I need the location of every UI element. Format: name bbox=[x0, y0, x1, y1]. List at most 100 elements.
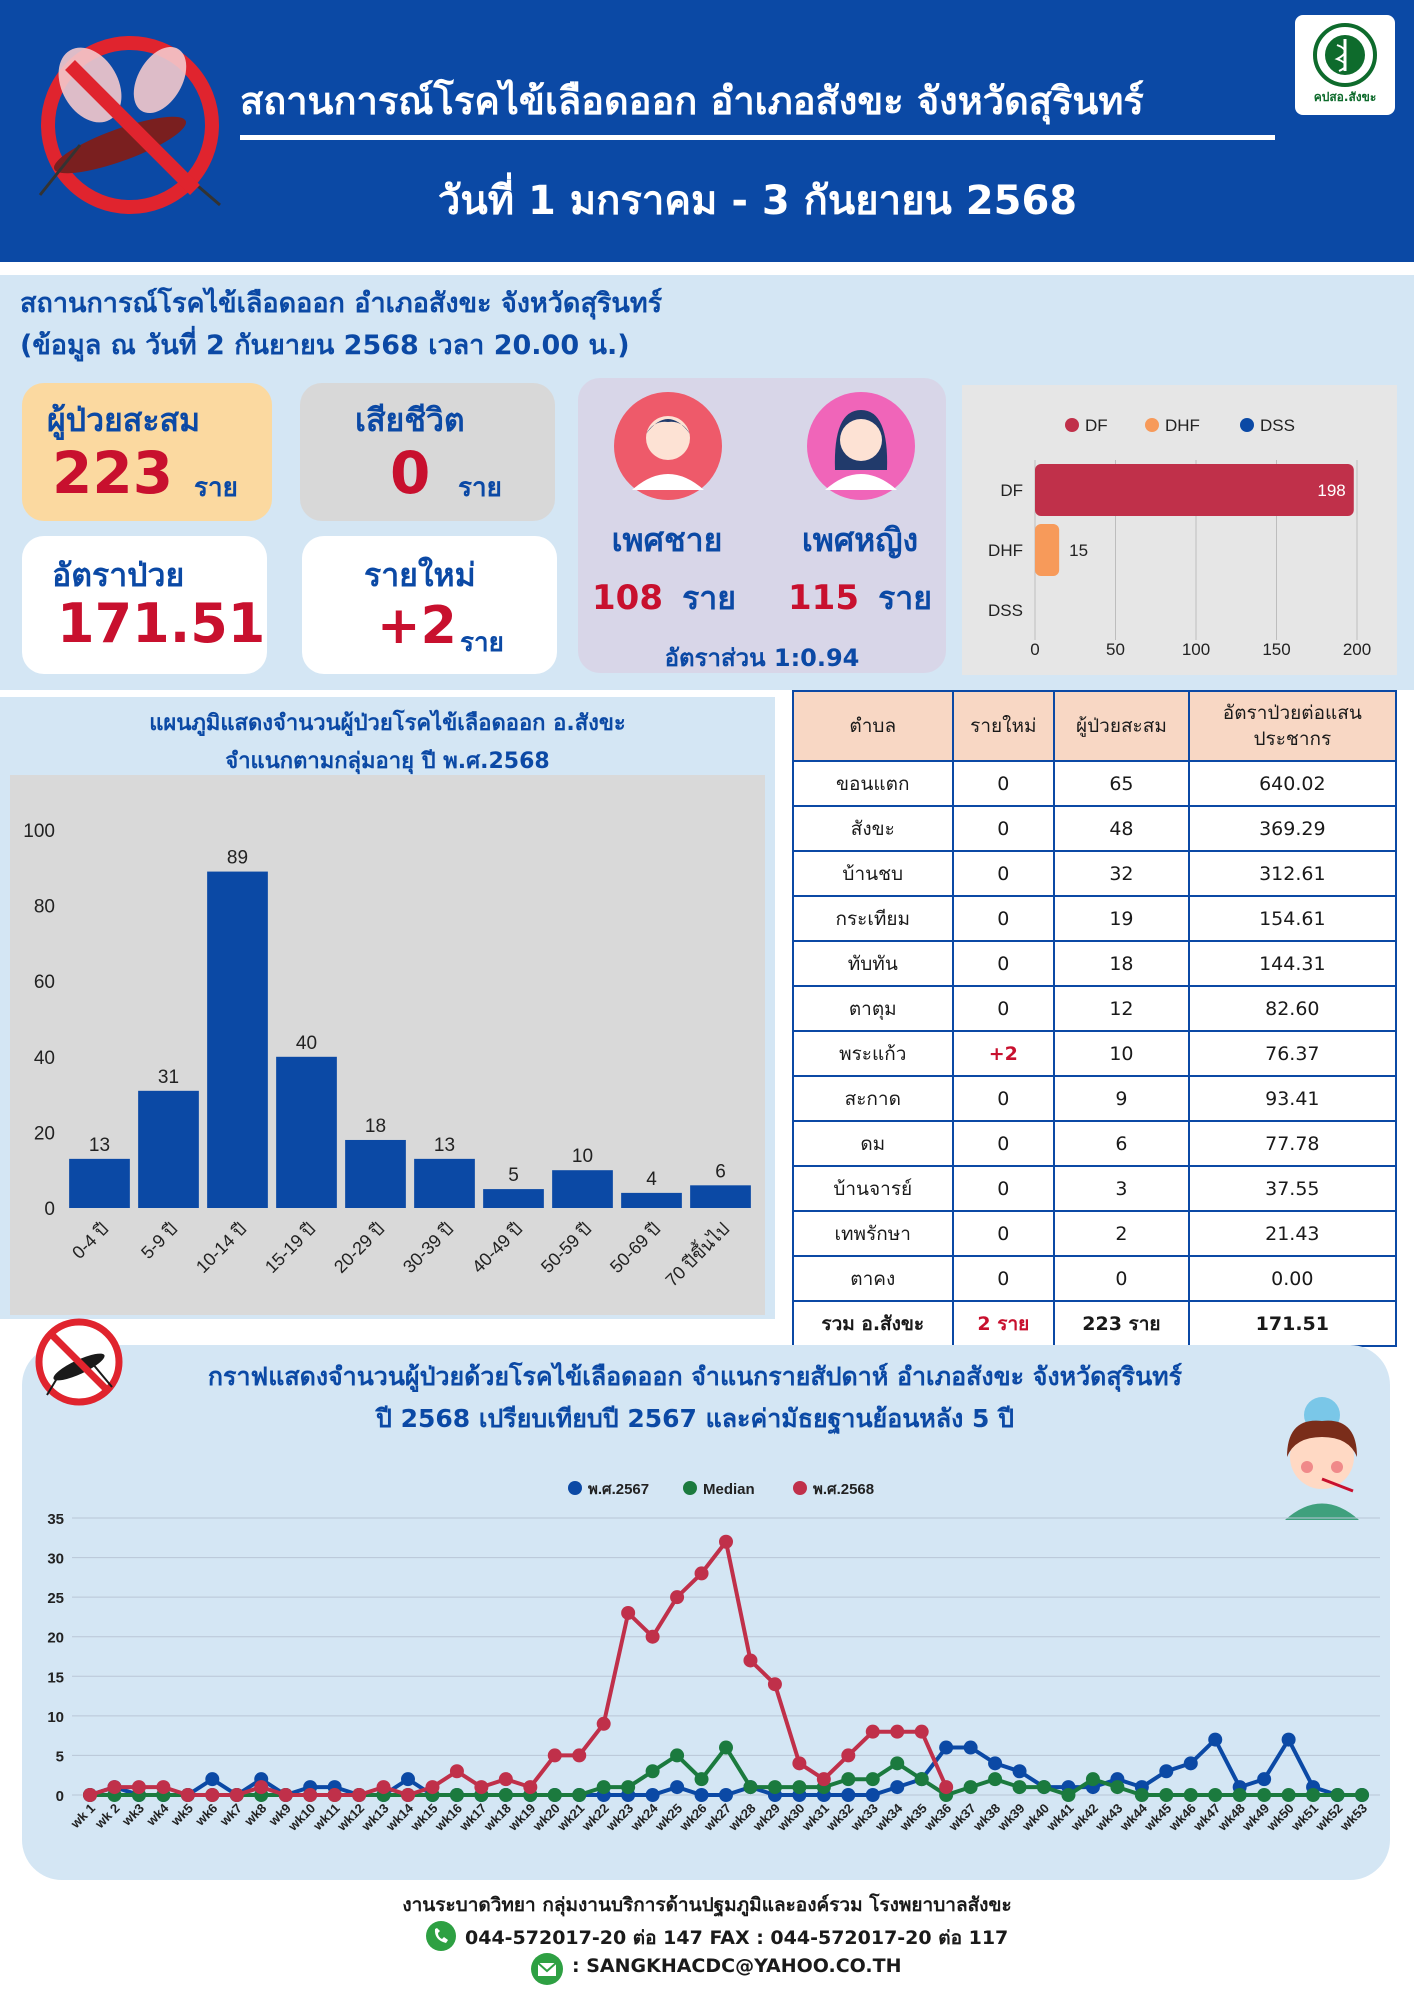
table-row: ตาคง 0 0 0.00 bbox=[792, 1255, 1398, 1302]
weekly-data-point bbox=[890, 1724, 905, 1739]
weekly-x-tick-label: wk47 bbox=[1190, 1801, 1224, 1835]
female-avatar-icon bbox=[807, 392, 915, 500]
weekly-data-point bbox=[792, 1756, 807, 1771]
weekly-x-tick-label: wk12 bbox=[333, 1801, 367, 1835]
weekly-x-tick-label: wk5 bbox=[167, 1801, 196, 1830]
weekly-chart-title-line1: กราฟแสดงจำนวนผู้ป่วยด้วยโรคไข้เลือดออก จ… bbox=[207, 1362, 1183, 1391]
age-bar bbox=[621, 1192, 682, 1208]
weekly-data-point bbox=[694, 1788, 709, 1802]
weekly-data-point bbox=[1134, 1788, 1149, 1802]
age-category-label: 50-59 ปี bbox=[537, 1219, 595, 1277]
female-unit: ราย bbox=[878, 579, 932, 617]
cell-subdistrict: บ้านจารย์ bbox=[792, 1165, 954, 1212]
total-new: 2 ราย bbox=[951, 1300, 1056, 1347]
weekly-data-point bbox=[1061, 1788, 1076, 1802]
weekly-x-tick-label: wk17 bbox=[456, 1801, 490, 1835]
logo-caption: คปสอ.สังขะ bbox=[1313, 90, 1377, 104]
cell-cumulative: 0 bbox=[1053, 1255, 1190, 1302]
cell-cumulative: 10 bbox=[1053, 1030, 1190, 1077]
cell-new: 0 bbox=[951, 895, 1056, 942]
weekly-data-point bbox=[939, 1780, 954, 1795]
summary-title: สถานการณ์โรคไข้เลือดออก อำเภอสังขะ จังหว… bbox=[20, 283, 662, 367]
summary-title-line2: (ข้อมูล ณ วันที่ 2 กันยายน 2568 เวลา 20.… bbox=[20, 330, 630, 361]
weekly-x-tick-label: wk 2 bbox=[91, 1801, 122, 1832]
male-value: 108 bbox=[592, 578, 663, 618]
weekly-x-tick-label: wk13 bbox=[358, 1801, 392, 1835]
rate-label: อัตราป่วย bbox=[52, 556, 185, 594]
cell-new: 0 bbox=[951, 985, 1056, 1032]
age-bar-value: 89 bbox=[227, 848, 248, 869]
weekly-data-point bbox=[719, 1788, 733, 1802]
male-avatar-icon bbox=[614, 392, 722, 500]
weekly-data-point bbox=[352, 1788, 367, 1802]
mosquito-no-icon bbox=[38, 36, 221, 214]
weekly-x-tick-label: wk23 bbox=[602, 1801, 636, 1835]
weekly-data-point bbox=[1183, 1788, 1198, 1802]
weekly-data-point bbox=[865, 1788, 880, 1802]
y-tick-label: 20 bbox=[34, 1123, 55, 1144]
age-bar-chart: 0 20 40 60 80 100 13 0-4 ปี 31 5-9 ปี 89 10-14 ปี 40… bbox=[23, 821, 751, 1290]
cell-new: 0 bbox=[951, 1165, 1056, 1212]
age-bar bbox=[69, 1158, 130, 1208]
weekly-x-tick-label: wk31 bbox=[798, 1801, 832, 1835]
x-tick-label: 0 bbox=[1030, 640, 1039, 659]
age-bar bbox=[345, 1139, 406, 1208]
weekly-data-point bbox=[841, 1772, 856, 1787]
age-bar-value: 13 bbox=[89, 1135, 110, 1156]
weekly-data-point bbox=[205, 1772, 220, 1787]
x-tick-label: 150 bbox=[1262, 640, 1290, 659]
category-label-dss: DSS bbox=[988, 601, 1023, 620]
cell-subdistrict: พระแก้ว bbox=[792, 1030, 954, 1077]
category-label-df: DF bbox=[1000, 481, 1023, 500]
weekly-legend-label: พ.ศ.2567 bbox=[588, 1481, 649, 1498]
weekly-data-point bbox=[670, 1748, 685, 1763]
moph-emblem-icon bbox=[1313, 23, 1377, 87]
male-count: 108 ราย bbox=[592, 573, 736, 624]
weekly-x-tick-label: wk14 bbox=[382, 1800, 416, 1834]
weekly-data-point bbox=[1110, 1780, 1125, 1795]
weekly-y-tick-label: 0 bbox=[56, 1788, 64, 1805]
weekly-data-point bbox=[572, 1788, 587, 1802]
weekly-data-point bbox=[1037, 1780, 1051, 1795]
weekly-data-point bbox=[1208, 1732, 1223, 1747]
legend-marker-df bbox=[1065, 418, 1079, 432]
cell-cumulative: 19 bbox=[1053, 895, 1190, 942]
email-icon bbox=[531, 1953, 563, 1985]
male-unit: ราย bbox=[682, 579, 736, 617]
cell-rate: 640.02 bbox=[1187, 760, 1398, 807]
age-bar-value: 31 bbox=[158, 1067, 179, 1088]
age-bar-value: 6 bbox=[715, 1161, 726, 1182]
weekly-data-point bbox=[1085, 1772, 1100, 1787]
legend-marker-dhf bbox=[1145, 418, 1159, 432]
cell-new: 0 bbox=[951, 1255, 1056, 1302]
weekly-data-point bbox=[498, 1772, 513, 1787]
y-tick-label: 60 bbox=[34, 972, 55, 993]
cell-cumulative: 65 bbox=[1053, 760, 1190, 807]
age-category-label: 30-39 ปี bbox=[399, 1219, 457, 1277]
legend-label-df: DF bbox=[1085, 416, 1108, 435]
weekly-data-point bbox=[205, 1788, 220, 1802]
weekly-data-point bbox=[596, 1780, 611, 1795]
rate-value: 171.51 bbox=[57, 592, 266, 655]
bar-df bbox=[1035, 464, 1354, 516]
age-bar bbox=[414, 1158, 475, 1208]
age-category-label: 10-14 ปี bbox=[192, 1219, 250, 1277]
death-card: เสียชีวิต 0 ราย bbox=[300, 383, 555, 521]
weekly-y-tick-label: 5 bbox=[56, 1748, 64, 1765]
age-chart-title: แผนภูมิแสดงจำนวนผู้ป่วยโรคไข้เลือดออก อ.… bbox=[0, 705, 775, 781]
cell-new: 0 bbox=[951, 850, 1056, 897]
header-banner bbox=[0, 0, 1414, 262]
weekly-data-point bbox=[596, 1716, 611, 1731]
weekly-data-point bbox=[841, 1788, 856, 1802]
cell-rate: 93.41 bbox=[1187, 1075, 1398, 1122]
cumulative-card: ผู้ป่วยสะสม 223 ราย bbox=[22, 383, 272, 521]
weekly-data-point bbox=[890, 1756, 905, 1771]
weekly-data-point bbox=[180, 1788, 195, 1802]
weekly-x-tick-label: wk52 bbox=[1312, 1801, 1346, 1835]
table-row: กระเทียม 0 19 154.61 bbox=[792, 895, 1398, 942]
weekly-data-point bbox=[449, 1764, 464, 1779]
weekly-data-point bbox=[1012, 1764, 1027, 1779]
age-bar-value: 10 bbox=[572, 1146, 593, 1167]
weekly-data-point bbox=[229, 1788, 244, 1802]
cumulative-label: ผู้ป่วยสะสม bbox=[47, 401, 201, 439]
